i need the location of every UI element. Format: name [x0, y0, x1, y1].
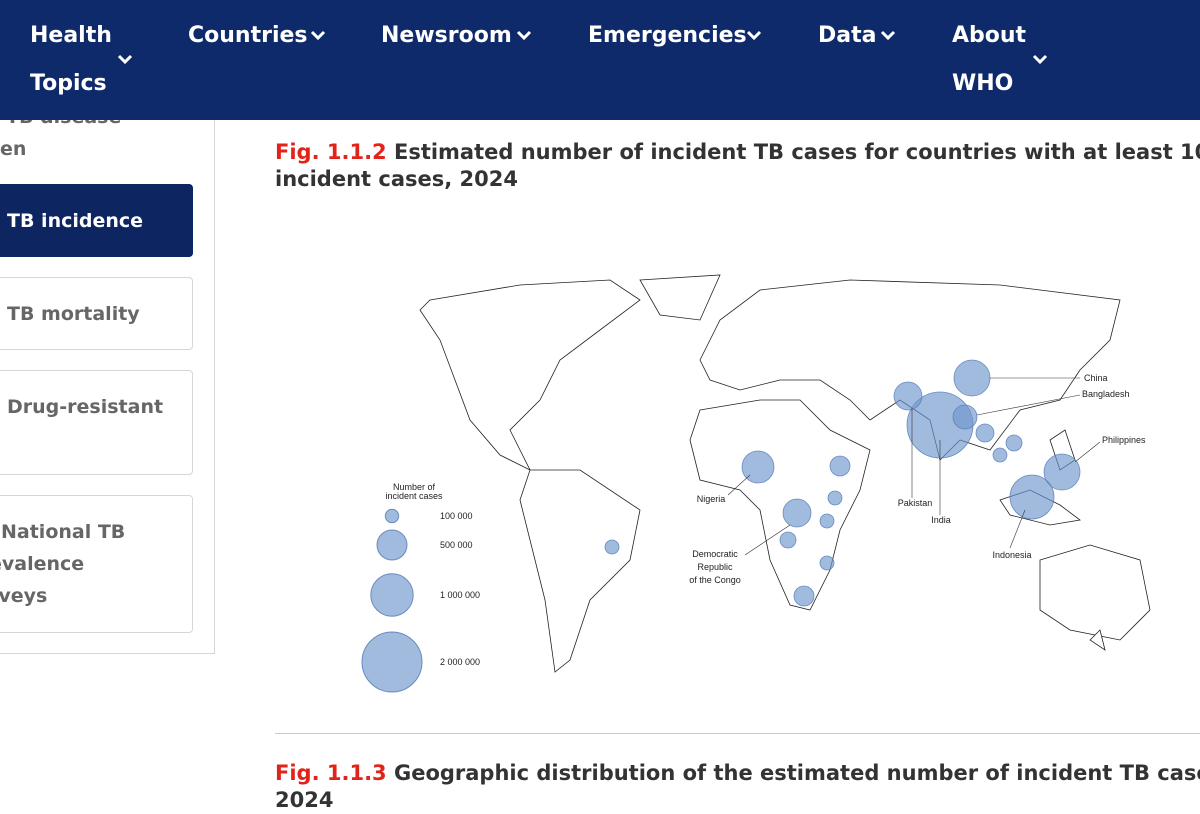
- figure-title-text: incident cases, 2024: [275, 167, 518, 191]
- land: [419, 274, 1151, 673]
- sidebar-text[interactable]: en: [0, 138, 27, 160]
- map-label: Democratic: [692, 549, 738, 559]
- nav-item[interactable]: Health Topics: [30, 12, 112, 108]
- legend-bubble: [384, 508, 400, 524]
- nav-item[interactable]: Newsroom: [381, 23, 512, 48]
- map-label: Indonesia: [992, 550, 1031, 560]
- sidebar-text[interactable]: rveys: [0, 585, 48, 607]
- map-label: Bangladesh: [1082, 389, 1130, 399]
- nav-item[interactable]: Countries: [188, 23, 308, 48]
- map-label: of the Congo: [689, 575, 741, 585]
- legend-label: 100 000: [440, 511, 473, 521]
- map-label: China: [1084, 373, 1108, 383]
- map-label: Pakistan: [898, 498, 933, 508]
- sidebar-item[interactable]: National TB evalence rveys: [0, 495, 193, 633]
- figure-title-text: Estimated number of incident TB cases fo…: [393, 140, 1200, 164]
- figure-title-text: Geographic distribution of the estimated…: [393, 761, 1200, 785]
- leader-lines: [727, 377, 1101, 556]
- map-label: Philippines: [1102, 435, 1146, 445]
- bubbles: [604, 359, 1081, 607]
- sidebar-text[interactable]: evalence: [0, 553, 85, 575]
- legend-title: Number of: [393, 482, 436, 492]
- sidebar: [0, 100, 215, 654]
- figure-title: Fig. 1.1.2 Estimated number of incident …: [275, 139, 1200, 193]
- figure-title-text: 2024: [275, 788, 334, 812]
- sidebar-item-active[interactable]: TB incidence: [0, 184, 193, 257]
- nav-text[interactable]: Topics: [30, 71, 107, 96]
- nav-item[interactable]: About WHO: [952, 12, 1026, 108]
- sidebar-item[interactable]: TB mortality: [0, 277, 193, 350]
- figure-number: Fig. 1.1.2: [275, 140, 387, 164]
- legend-bubble: [376, 529, 408, 561]
- nav-item[interactable]: Data: [818, 23, 877, 48]
- chevrons: [117, 30, 1048, 65]
- nav-text[interactable]: About: [952, 23, 1027, 48]
- divider: [275, 733, 1200, 734]
- map-label: Republic: [697, 562, 733, 572]
- sidebar-text[interactable]: National TB: [1, 521, 126, 543]
- figure-title: Fig. 1.1.3 Geographic distribution of th…: [275, 760, 1200, 814]
- legend-title: incident cases: [385, 491, 443, 501]
- legend-label: 1 000 000: [440, 590, 480, 600]
- top-nav: Health Topics Countries Newsroom Emergenc…: [0, 0, 1200, 120]
- figure-number: Fig. 1.1.3: [275, 761, 387, 785]
- map-label: Nigeria: [697, 494, 726, 504]
- legend-bubble: [361, 631, 423, 693]
- legend-label: 2 000 000: [440, 657, 480, 667]
- legend-label: 500 000: [440, 540, 473, 550]
- sidebar-item[interactable]: Drug-resistant: [0, 370, 193, 475]
- legend-bubble: [370, 573, 414, 617]
- nav-text[interactable]: Health: [30, 23, 112, 48]
- map-label: India: [931, 515, 951, 525]
- nav-text[interactable]: WHO: [952, 71, 1014, 96]
- nav-item[interactable]: Emergencies: [588, 23, 747, 48]
